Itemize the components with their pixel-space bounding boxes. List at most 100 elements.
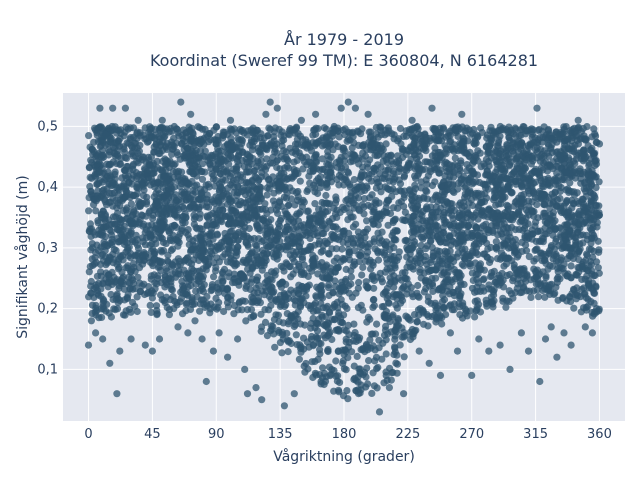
data-point — [362, 278, 370, 286]
data-point — [142, 212, 150, 220]
data-point — [445, 180, 453, 188]
data-point — [570, 148, 578, 156]
data-point — [158, 213, 166, 222]
data-point — [431, 144, 439, 152]
data-point — [227, 258, 235, 266]
data-point — [339, 357, 347, 365]
data-point — [441, 160, 449, 168]
data-point — [364, 248, 372, 256]
data-point — [124, 291, 132, 299]
data-point — [578, 275, 586, 284]
data-point — [543, 230, 551, 238]
data-point — [208, 231, 216, 240]
data-point — [225, 212, 233, 220]
data-point — [116, 126, 125, 134]
data-point — [243, 259, 251, 267]
data-point — [237, 171, 245, 179]
data-point — [100, 238, 108, 246]
data-point — [180, 188, 188, 196]
data-point — [328, 129, 336, 137]
data-point — [431, 156, 439, 164]
data-point — [296, 234, 304, 242]
data-point — [440, 190, 448, 199]
data-point — [373, 320, 381, 328]
data-point — [283, 236, 291, 244]
data-point — [550, 251, 558, 259]
data-point — [422, 187, 430, 195]
data-point — [325, 250, 333, 258]
data-point — [93, 180, 101, 188]
data-point — [474, 157, 482, 165]
data-point — [339, 392, 348, 400]
data-point — [436, 312, 444, 320]
data-point — [117, 278, 125, 286]
data-point — [237, 177, 245, 185]
data-point — [205, 240, 213, 248]
data-point — [497, 249, 506, 257]
data-point — [147, 272, 155, 280]
data-point — [582, 216, 590, 224]
data-point — [428, 213, 436, 221]
data-point — [304, 272, 312, 280]
data-point — [162, 143, 170, 151]
data-point — [459, 134, 467, 142]
data-point — [314, 175, 322, 183]
data-point — [300, 198, 308, 206]
data-point — [559, 240, 567, 248]
data-point — [444, 263, 452, 272]
data-point — [169, 293, 177, 301]
data-point — [333, 377, 341, 385]
data-point — [342, 366, 350, 374]
data-point — [200, 281, 208, 289]
data-point — [194, 123, 202, 131]
data-point — [484, 245, 492, 253]
data-point — [364, 380, 372, 388]
data-point — [435, 169, 443, 177]
data-point — [424, 322, 432, 330]
data-point — [113, 305, 122, 313]
data-point — [243, 131, 251, 139]
data-point — [446, 146, 454, 154]
data-point — [250, 206, 258, 214]
data-point — [491, 278, 499, 286]
data-point — [232, 220, 240, 228]
data-point — [572, 240, 580, 248]
data-point — [353, 352, 361, 360]
data-point — [468, 180, 477, 188]
data-point — [394, 316, 402, 324]
data-point — [363, 225, 372, 233]
data-point — [188, 296, 196, 304]
data-point — [331, 268, 339, 276]
data-point — [580, 185, 588, 193]
data-point — [542, 259, 550, 267]
data-point — [124, 262, 132, 270]
data-point — [446, 138, 454, 146]
data-point — [282, 153, 290, 161]
data-point — [270, 189, 278, 197]
data-point — [167, 225, 175, 233]
data-point — [102, 253, 110, 261]
data-point — [105, 160, 114, 168]
data-point — [162, 265, 170, 273]
data-point — [127, 308, 135, 316]
data-point — [317, 284, 325, 292]
data-point — [267, 327, 275, 335]
data-point — [274, 311, 282, 319]
data-point — [338, 278, 346, 286]
data-point — [85, 207, 93, 215]
data-point — [509, 143, 517, 151]
data-point — [111, 175, 119, 183]
data-point — [257, 327, 265, 335]
data-point — [434, 128, 442, 136]
data-point — [137, 200, 145, 208]
data-point — [243, 306, 252, 314]
data-point — [350, 320, 358, 328]
data-point — [433, 252, 441, 260]
data-point — [262, 206, 270, 214]
data-point — [364, 284, 372, 292]
data-point — [521, 218, 529, 226]
data-point — [301, 321, 309, 329]
data-point — [227, 169, 235, 178]
data-point — [308, 162, 316, 171]
